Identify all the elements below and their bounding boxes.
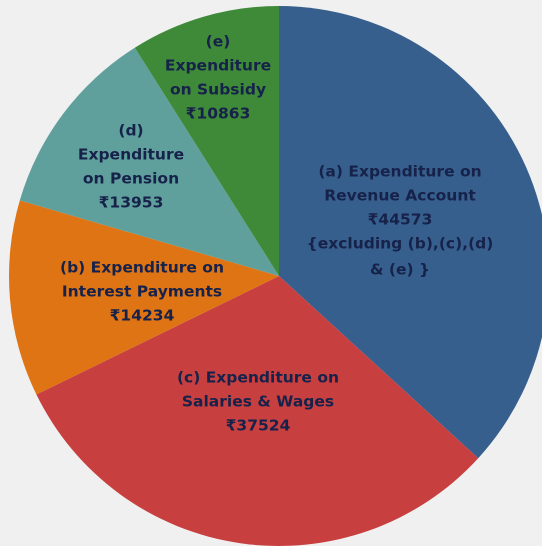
value-label: ₹44573 <box>368 211 433 229</box>
pie-slice <box>19 47 279 276</box>
pie-slice <box>279 6 542 459</box>
slice-label: on Subsidy <box>170 81 266 99</box>
value-label: ₹37524 <box>226 417 291 435</box>
annotation: {excluding (b),(c),(d) <box>307 235 494 253</box>
slice-label: (c) Expenditure on <box>177 369 339 387</box>
slice-label: Interest Payments <box>62 283 222 301</box>
value-label: ₹14234 <box>110 307 175 325</box>
slice-label: on Pension <box>83 170 179 188</box>
slice-label: Revenue Account <box>324 187 476 205</box>
slice-label: (a) Expenditure on <box>318 163 481 181</box>
pie-slice <box>36 276 479 546</box>
slice-label: (d) <box>118 122 143 140</box>
annotation: & (e) } <box>370 261 430 279</box>
pie-slice <box>8 200 279 395</box>
slice-label: Expenditure <box>165 57 271 75</box>
slice-label: (e) <box>206 33 231 51</box>
slice-label: (b) Expenditure on <box>60 259 224 277</box>
value-label: ₹10863 <box>186 105 251 123</box>
labels: (a) Expenditure on Revenue Account ₹44573 {… <box>60 33 493 435</box>
pie-slice <box>134 6 279 276</box>
slice-label: Salaries & Wages <box>182 393 334 411</box>
slices <box>8 6 542 546</box>
value-label: ₹13953 <box>99 194 164 212</box>
slice-label: Expenditure <box>78 146 184 164</box>
